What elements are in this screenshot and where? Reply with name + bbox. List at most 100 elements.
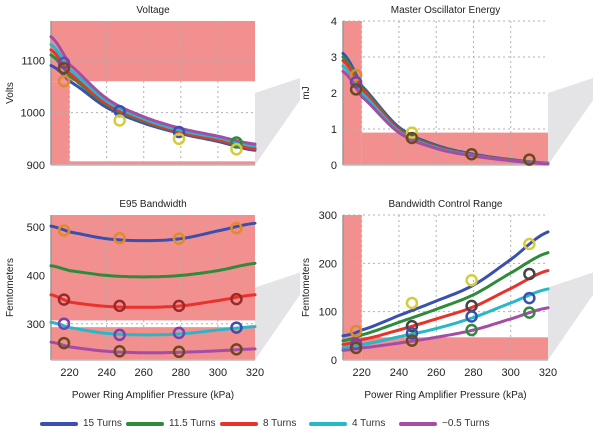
legend-swatch (126, 421, 164, 426)
data-marker (523, 267, 536, 281)
y-tick-label: 3 (331, 52, 337, 64)
data-marker (405, 327, 419, 340)
data-marker (172, 132, 186, 146)
data-marker (113, 345, 126, 358)
x-tick-label: 260 (135, 367, 153, 379)
data-marker (523, 153, 536, 166)
chart-voltage: Voltage 900 1000 1100 Volts (5, 5, 300, 172)
data-marker (230, 292, 243, 306)
data-marker (405, 296, 419, 310)
legend-label: −0.5 Turns (442, 418, 490, 429)
y-axis-label: Volts (5, 82, 16, 104)
x-axis-label: Power Ring Amplifier Pressure (kPa) (72, 390, 234, 401)
legend-label: 4 Turns (352, 418, 386, 429)
data-marker (465, 274, 478, 287)
series-line (341, 269, 550, 346)
shadow-shape (548, 272, 593, 360)
data-marker (113, 299, 126, 313)
legend-swatch (220, 421, 258, 426)
y-tick-label: 200 (319, 258, 337, 270)
shaded-region (51, 21, 255, 82)
y-tick-label: 900 (27, 160, 45, 172)
data-marker (523, 306, 536, 319)
data-marker (349, 324, 363, 338)
x-tick-label: 300 (502, 367, 520, 379)
data-marker (113, 231, 126, 245)
data-marker (113, 114, 126, 127)
y-tick-label: 300 (27, 319, 45, 331)
x-axis-label: Power Ring Amplifier Pressure (kPa) (364, 390, 526, 401)
shaded-region (69, 161, 255, 165)
series-line (341, 251, 550, 343)
y-axis-label: Femtometers (5, 258, 16, 317)
y-axis-label: mJ (301, 86, 312, 99)
data-marker (349, 68, 363, 82)
data-marker (57, 61, 71, 75)
data-marker (230, 321, 243, 334)
x-tick-label: 320 (539, 367, 557, 379)
data-marker (405, 334, 419, 347)
legend-label: 15 Turns (83, 418, 122, 429)
data-marker (405, 319, 419, 333)
data-marker (57, 293, 71, 306)
data-marker (349, 75, 363, 89)
y-tick-label: 400 (27, 270, 45, 282)
shaded-region (343, 215, 362, 360)
series-line (49, 261, 257, 279)
x-tick-label: 280 (172, 367, 190, 379)
chart-title: Master Oscillator Energy (391, 5, 500, 16)
shaded-region (51, 327, 255, 360)
x-tick-label: 320 (246, 367, 264, 379)
data-marker (113, 328, 126, 342)
data-marker (57, 336, 71, 350)
legend-swatch (40, 421, 78, 426)
chart-title: E95 Bandwidth (119, 199, 186, 210)
data-marker (465, 310, 478, 323)
x-tick-label: 260 (427, 367, 445, 379)
data-marker (230, 136, 243, 149)
data-marker (349, 83, 363, 96)
data-marker (465, 323, 478, 337)
data-marker (230, 221, 243, 235)
x-tick-label: 240 (97, 367, 115, 379)
data-marker (172, 299, 186, 313)
legend-item-15-turns: 15 Turns (40, 418, 122, 429)
legend: 15 Turns 11.5 Turns 8 Turns 4 Turns −0.5… (0, 418, 600, 436)
data-marker (230, 343, 243, 356)
legend-label: 11.5 Turns (169, 418, 216, 429)
chart-master-oscillator-energy: Master Oscillator Energy 0 1 2 3 4 mJ (301, 5, 593, 172)
data-marker (172, 345, 186, 359)
data-marker (349, 341, 363, 355)
y-tick-label: 0 (331, 355, 337, 367)
data-marker (523, 291, 536, 305)
data-marker (172, 125, 186, 139)
shadow-shape (548, 78, 593, 165)
series-line (49, 320, 257, 337)
shadow-shape (255, 78, 300, 165)
y-tick-label: 2 (331, 88, 337, 100)
data-marker (57, 56, 71, 70)
legend-label: 8 Turns (263, 418, 297, 429)
data-marker (57, 224, 71, 237)
legend-item-4-turns: 4 Turns (309, 418, 385, 429)
y-tick-label: 4 (331, 16, 337, 28)
data-marker (465, 147, 478, 161)
data-marker (405, 126, 419, 139)
y-tick-label: 1 (331, 124, 337, 136)
y-tick-label: 1000 (21, 108, 45, 120)
x-tick-label: 220 (60, 367, 78, 379)
shadow-shape (255, 272, 300, 360)
legend-item-minus-0-5-turns: −0.5 Turns (399, 418, 490, 429)
y-tick-label: 100 (319, 307, 337, 319)
data-marker (405, 131, 419, 145)
data-marker (57, 74, 71, 88)
data-marker (349, 337, 363, 351)
legend-item-11-5-turns: 11.5 Turns (126, 418, 216, 429)
data-marker (230, 143, 243, 156)
y-tick-label: 300 (319, 210, 337, 222)
series-line (49, 340, 257, 355)
shaded-region (51, 81, 70, 165)
chart-bandwidth-control-range: Bandwidth Control Range 0 100 200 300 220 240 2… (301, 199, 593, 401)
data-marker (57, 317, 71, 330)
